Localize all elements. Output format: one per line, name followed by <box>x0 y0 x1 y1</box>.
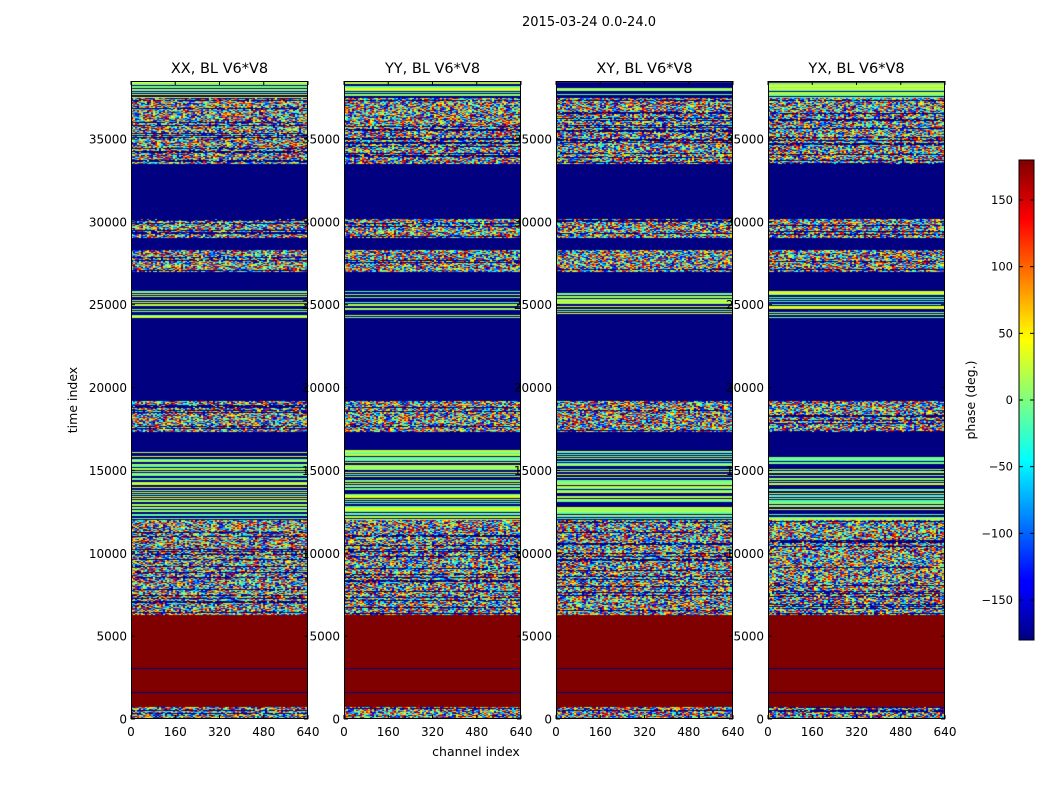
y-tick-label: 5000 <box>96 630 127 644</box>
y-tick-label: 35000 <box>726 133 764 147</box>
heatmap-image-yy <box>344 81 521 719</box>
y-tick-label: 30000 <box>514 215 552 229</box>
y-tick-label: 25000 <box>726 298 764 312</box>
colorbar-tick-label: 50 <box>998 326 1013 340</box>
y-tick-label: 10000 <box>726 547 764 561</box>
y-tick-label: 35000 <box>89 133 127 147</box>
x-tick-label: 320 <box>845 725 868 739</box>
y-tick-label: 25000 <box>89 298 127 312</box>
colorbar-tick-label: −50 <box>989 460 1013 474</box>
heatmap-image-yx <box>768 81 945 719</box>
panel-title: XY, BL V6*V8 <box>596 61 692 77</box>
y-tick-label: 35000 <box>302 133 340 147</box>
panel-title: XX, BL V6*V8 <box>171 61 268 77</box>
y-tick-label: 20000 <box>302 381 340 395</box>
x-tick-label: 480 <box>889 725 912 739</box>
y-tick-label: 5000 <box>521 630 552 644</box>
x-tick-label: 480 <box>677 725 700 739</box>
x-tick-label: 0 <box>764 725 772 739</box>
x-tick-label: 0 <box>552 725 560 739</box>
x-tick-label: 480 <box>252 725 275 739</box>
heatmap-panels: XX, BL V6*V8 0 160 320 480 640 0 5000 10000 15000… <box>89 61 957 739</box>
colorbar-tick-label: 100 <box>991 260 1013 274</box>
y-tick-label: 30000 <box>726 215 764 229</box>
y-tick-label: 30000 <box>89 215 127 229</box>
colorbar-ticks: −150 −100 −50 0 50 100 150 <box>981 193 1034 607</box>
x-tick-label: 160 <box>377 725 400 739</box>
y-tick-label: 0 <box>332 713 340 727</box>
x-tick-label: 320 <box>421 725 444 739</box>
y-tick-label: 15000 <box>89 464 127 478</box>
y-tick-label: 15000 <box>514 464 552 478</box>
x-axis-label: channel index <box>432 744 520 759</box>
y-tick-label: 5000 <box>309 630 340 644</box>
y-tick-label: 10000 <box>89 547 127 561</box>
colorbar-tick-label: 0 <box>1006 393 1013 407</box>
x-tick-label: 640 <box>510 725 533 739</box>
y-tick-label: 15000 <box>302 464 340 478</box>
x-tick-label: 160 <box>164 725 187 739</box>
y-tick-label: 0 <box>119 713 127 727</box>
colorbar-tick-label: −100 <box>981 526 1013 540</box>
figure-suptitle: 2015-03-24 0.0-24.0 <box>522 15 656 30</box>
x-tick-label: 320 <box>633 725 656 739</box>
panel-title: YX, BL V6*V8 <box>807 61 904 77</box>
colorbar-label: phase (deg.) <box>963 361 978 440</box>
y-tick-label: 15000 <box>726 464 764 478</box>
x-tick-label: 480 <box>465 725 488 739</box>
panel-yx: YX, BL V6*V8 0 160 320 480 640 0 5000 10000 15000… <box>726 61 957 739</box>
x-tick-label: 640 <box>722 725 745 739</box>
x-tick-label: 160 <box>589 725 612 739</box>
y-tick-label: 10000 <box>514 547 552 561</box>
x-tick-label: 0 <box>340 725 348 739</box>
y-tick-label: 25000 <box>302 298 340 312</box>
y-tick-label: 0 <box>544 713 552 727</box>
y-tick-label: 20000 <box>514 381 552 395</box>
x-tick-label: 320 <box>208 725 231 739</box>
heatmap-image-xy <box>556 81 733 719</box>
y-tick-label: 5000 <box>733 630 764 644</box>
heatmap-image-xx <box>131 81 308 719</box>
x-tick-label: 640 <box>934 725 957 739</box>
panel-xx: XX, BL V6*V8 0 160 320 480 640 0 5000 10000 15000… <box>89 61 320 739</box>
colorbar-tick-label: −150 <box>981 593 1013 607</box>
y-tick-label: 10000 <box>302 547 340 561</box>
x-tick-label: 0 <box>127 725 135 739</box>
y-tick-label: 30000 <box>302 215 340 229</box>
y-tick-label: 0 <box>756 713 764 727</box>
panel-xy: XY, BL V6*V8 0 160 320 480 640 0 5000 10000 15000… <box>514 61 745 739</box>
x-tick-label: 640 <box>297 725 320 739</box>
panel-title: YY, BL V6*V8 <box>384 61 480 77</box>
y-tick-label: 25000 <box>514 298 552 312</box>
y-tick-label: 35000 <box>514 133 552 147</box>
colorbar: −150 −100 −50 0 50 100 150 phase (deg.) <box>963 159 1035 641</box>
y-tick-label: 20000 <box>89 381 127 395</box>
colorbar-tick-label: 150 <box>991 193 1013 207</box>
panel-yy: YY, BL V6*V8 0 160 320 480 640 0 5000 10000 15000… <box>302 61 533 739</box>
y-tick-label: 20000 <box>726 381 764 395</box>
y-axis-label: time index <box>65 367 80 433</box>
x-tick-label: 160 <box>801 725 824 739</box>
